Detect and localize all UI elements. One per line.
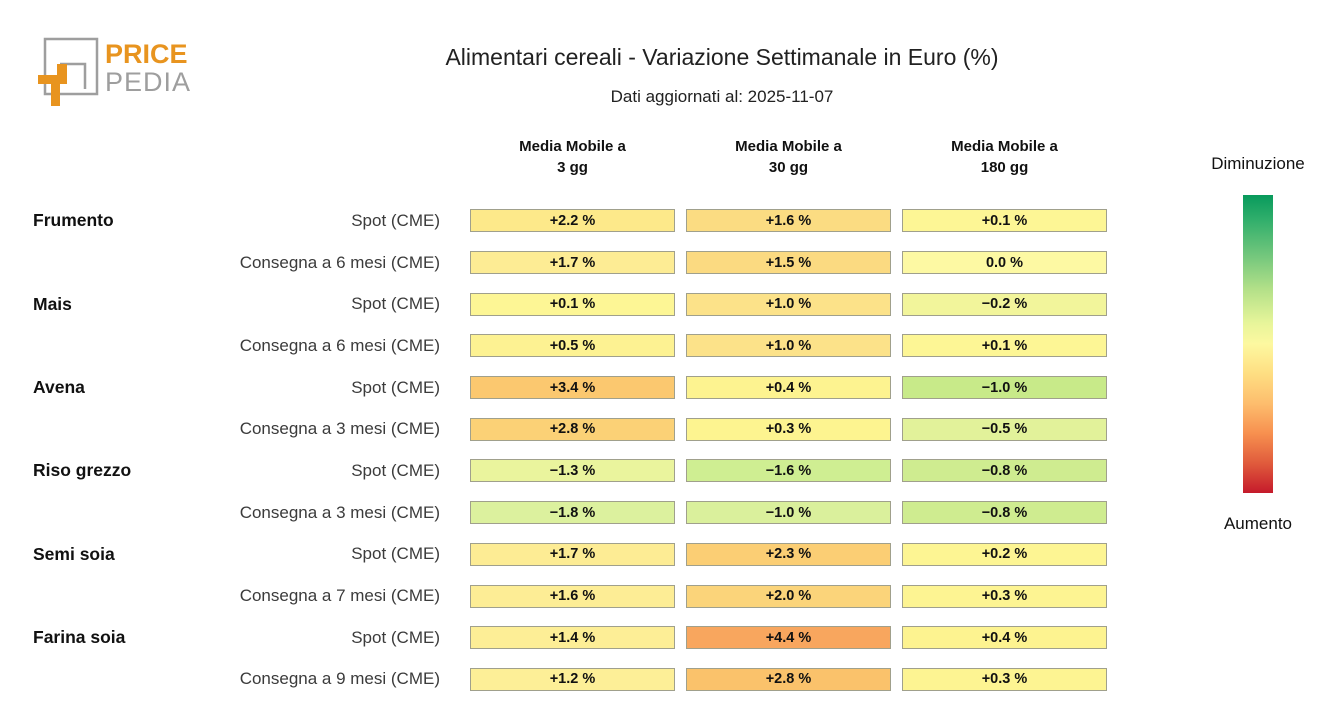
heatmap-cell: −0.5 %	[902, 417, 1107, 441]
heatmap-cell: −1.8 %	[470, 501, 675, 525]
heatmap-cell: +0.1 %	[470, 292, 675, 316]
series-label: Consegna a 6 mesi (CME)	[239, 335, 440, 355]
heatmap-cell: −0.2 %	[902, 292, 1107, 316]
heatmap-cell: +3.4 %	[470, 376, 675, 400]
heatmap-cell: +1.6 %	[470, 584, 675, 608]
heatmap-cell: +1.0 %	[686, 334, 891, 358]
column-header-line2: 3 gg	[557, 159, 588, 176]
heatmap-cell: +1.5 %	[686, 251, 891, 275]
heatmap-cell: −1.0 %	[686, 501, 891, 525]
table-row: Semi soia Spot (CME) +1.7 % +2.3 % +0.2 %	[33, 534, 1107, 576]
heatmap-cell: −1.0 %	[902, 376, 1107, 400]
heatmap-cell: +0.2 %	[902, 542, 1107, 566]
commodity-label: Avena	[33, 377, 85, 398]
logo-arrow-icon	[38, 64, 67, 106]
table-row: Consegna a 7 mesi (CME) +1.6 % +2.0 % +0.3 …	[33, 575, 1107, 617]
heatmap-table: Frumento Spot (CME) +2.2 % +1.6 % +0.1 % Cons…	[33, 200, 1107, 700]
heatmap-cell: +2.0 %	[686, 584, 891, 608]
series-label: Spot (CME)	[351, 627, 440, 647]
series-label: Consegna a 9 mesi (CME)	[239, 669, 440, 689]
series-label: Spot (CME)	[351, 377, 440, 397]
column-header-line2: 30 gg	[768, 159, 809, 176]
heatmap-cell: +1.2 %	[470, 667, 675, 691]
table-row: Avena Spot (CME) +3.4 % +0.4 % −1.0 %	[33, 367, 1107, 409]
heatmap-cell: +4.4 %	[686, 626, 891, 650]
table-row: Consegna a 3 mesi (CME) +2.8 % +0.3 % −0.5 …	[33, 408, 1107, 450]
heatmap-cell: +1.4 %	[470, 626, 675, 650]
series-label: Spot (CME)	[351, 544, 440, 564]
logo-text-price: PRICE	[105, 39, 188, 69]
heatmap-cell: +2.8 %	[686, 667, 891, 691]
page-subtitle: Dati aggiornati al: 2025-11-07	[610, 87, 834, 106]
commodity-label: Mais	[33, 293, 72, 314]
column-header-line1: Media Mobile a	[951, 138, 1058, 155]
heatmap-cell: +0.4 %	[902, 626, 1107, 650]
table-row: Consegna a 6 mesi (CME) +0.5 % +1.0 % +0.1 …	[33, 325, 1107, 367]
heatmap-cell: +1.0 %	[686, 292, 891, 316]
heatmap-cell: +0.3 %	[902, 584, 1107, 608]
legend-bottom-label: Aumento	[1223, 514, 1293, 533]
table-row: Consegna a 3 mesi (CME) −1.8 % −1.0 % −0.8 …	[33, 492, 1107, 534]
column-headers: Media Mobile a 3 gg Media Mobile a 30 gg…	[470, 136, 1107, 178]
table-row: Mais Spot (CME) +0.1 % +1.0 % −0.2 %	[33, 283, 1107, 325]
pricepedia-logo: PRICE PEDIA	[38, 37, 191, 106]
series-label: Spot (CME)	[351, 294, 440, 314]
table-row: Farina soia Spot (CME) +1.4 % +4.4 % +0.4 %	[33, 617, 1107, 659]
heatmap-cell: 0.0 %	[902, 251, 1107, 275]
heatmap-cell: +0.3 %	[902, 667, 1107, 691]
heatmap-cell: +1.7 %	[470, 251, 675, 275]
series-label: Consegna a 3 mesi (CME)	[239, 419, 440, 439]
legend-top-label: Diminuzione	[1211, 154, 1305, 173]
column-header-3gg: Media Mobile a 3 gg	[470, 136, 675, 178]
heatmap-cell: −0.8 %	[902, 501, 1107, 525]
commodity-label: Frumento	[33, 210, 114, 231]
column-header-180gg: Media Mobile a 180 gg	[902, 136, 1107, 178]
heatmap-cell: +0.1 %	[902, 209, 1107, 233]
table-row: Riso grezzo Spot (CME) −1.3 % −1.6 % −0.8 %	[33, 450, 1107, 492]
heatmap-cell: +1.6 %	[686, 209, 891, 233]
heatmap-cell: +2.8 %	[470, 417, 675, 441]
heatmap-cell: +0.3 %	[686, 417, 891, 441]
logo-text-pedia: PEDIA	[105, 67, 191, 97]
page-title: Alimentari cereali - Variazione Settiman…	[445, 44, 999, 70]
heatmap-cell: +1.7 %	[470, 542, 675, 566]
table-row: Consegna a 6 mesi (CME) +1.7 % +1.5 % 0.0 %	[33, 242, 1107, 284]
logo-inner-corner	[60, 62, 87, 89]
commodity-label: Semi soia	[33, 543, 115, 564]
legend-colorbar	[1243, 195, 1273, 493]
table-row: Consegna a 9 mesi (CME) +1.2 % +2.8 % +0.3 …	[33, 659, 1107, 701]
column-header-line1: Media Mobile a	[735, 138, 842, 155]
column-header-line1: Media Mobile a	[519, 138, 626, 155]
heatmap-cell: −0.8 %	[902, 459, 1107, 483]
heatmap-cell: −1.3 %	[470, 459, 675, 483]
series-label: Consegna a 3 mesi (CME)	[239, 502, 440, 522]
series-label: Spot (CME)	[351, 460, 440, 480]
heatmap-cell: +2.3 %	[686, 542, 891, 566]
logo-outer-square	[43, 37, 99, 96]
series-label: Consegna a 7 mesi (CME)	[239, 586, 440, 606]
heatmap-cell: −1.6 %	[686, 459, 891, 483]
heatmap-cell: +0.4 %	[686, 376, 891, 400]
commodity-label: Farina soia	[33, 627, 126, 648]
heatmap-cell: +0.5 %	[470, 334, 675, 358]
table-row: Frumento Spot (CME) +2.2 % +1.6 % +0.1 %	[33, 200, 1107, 242]
heatmap-cell: +0.1 %	[902, 334, 1107, 358]
series-label: Spot (CME)	[351, 210, 440, 230]
column-header-30gg: Media Mobile a 30 gg	[686, 136, 891, 178]
column-header-line2: 180 gg	[980, 159, 1029, 176]
commodity-label: Riso grezzo	[33, 460, 132, 481]
heatmap-cell: +2.2 %	[470, 209, 675, 233]
series-label: Consegna a 6 mesi (CME)	[239, 252, 440, 272]
